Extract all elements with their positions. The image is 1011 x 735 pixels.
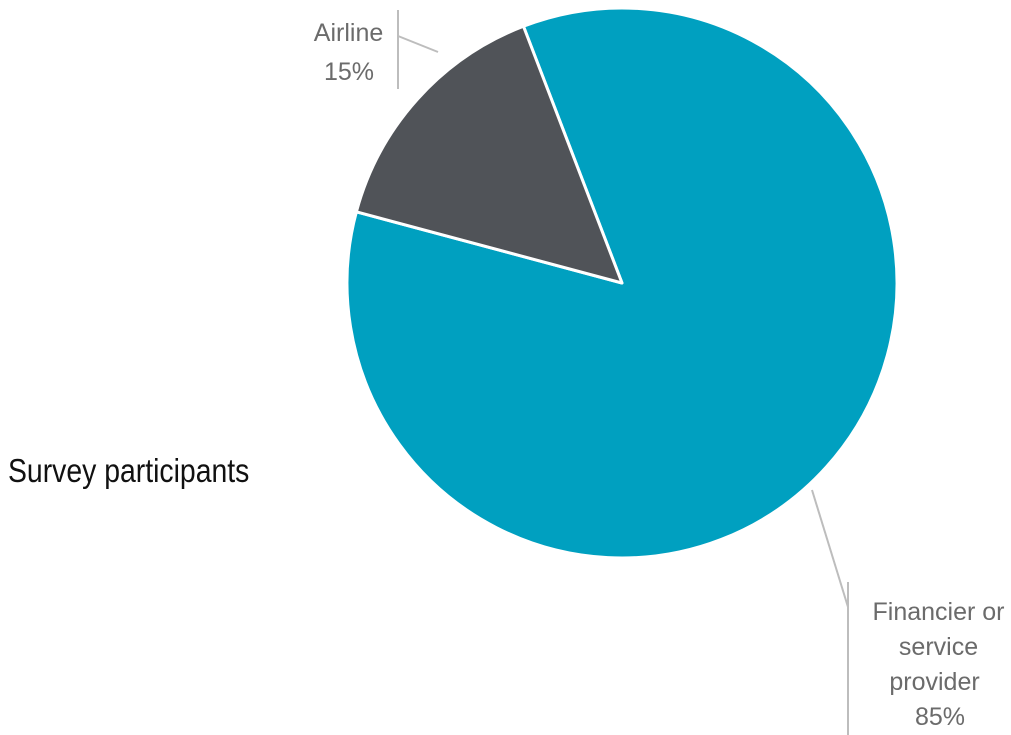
slice-label-airline-line1: Airline [314, 19, 383, 47]
slice-label-financier-line1: Financier or [873, 598, 1005, 626]
slice-label-airline: Airline 15% [314, 19, 390, 86]
leader-lines [397, 10, 849, 735]
slice-label-financier-line3: provider [889, 668, 979, 696]
slice-label-financier: Financier or service provider 85% [873, 598, 1011, 731]
chart-title: Survey participants [8, 452, 250, 489]
slice-percent-airline: 15% [324, 58, 374, 86]
leader-line-financier-connector [811, 489, 849, 608]
slice-percent-financier: 85% [915, 703, 965, 731]
slice-airline [354, 24, 624, 285]
pie-slices [345, 6, 899, 560]
leader-line-airline-connector [397, 35, 439, 53]
slice-label-financier-line2: service [899, 633, 978, 661]
slice-labels: Airline 15% Financier or service provide… [314, 19, 1011, 731]
